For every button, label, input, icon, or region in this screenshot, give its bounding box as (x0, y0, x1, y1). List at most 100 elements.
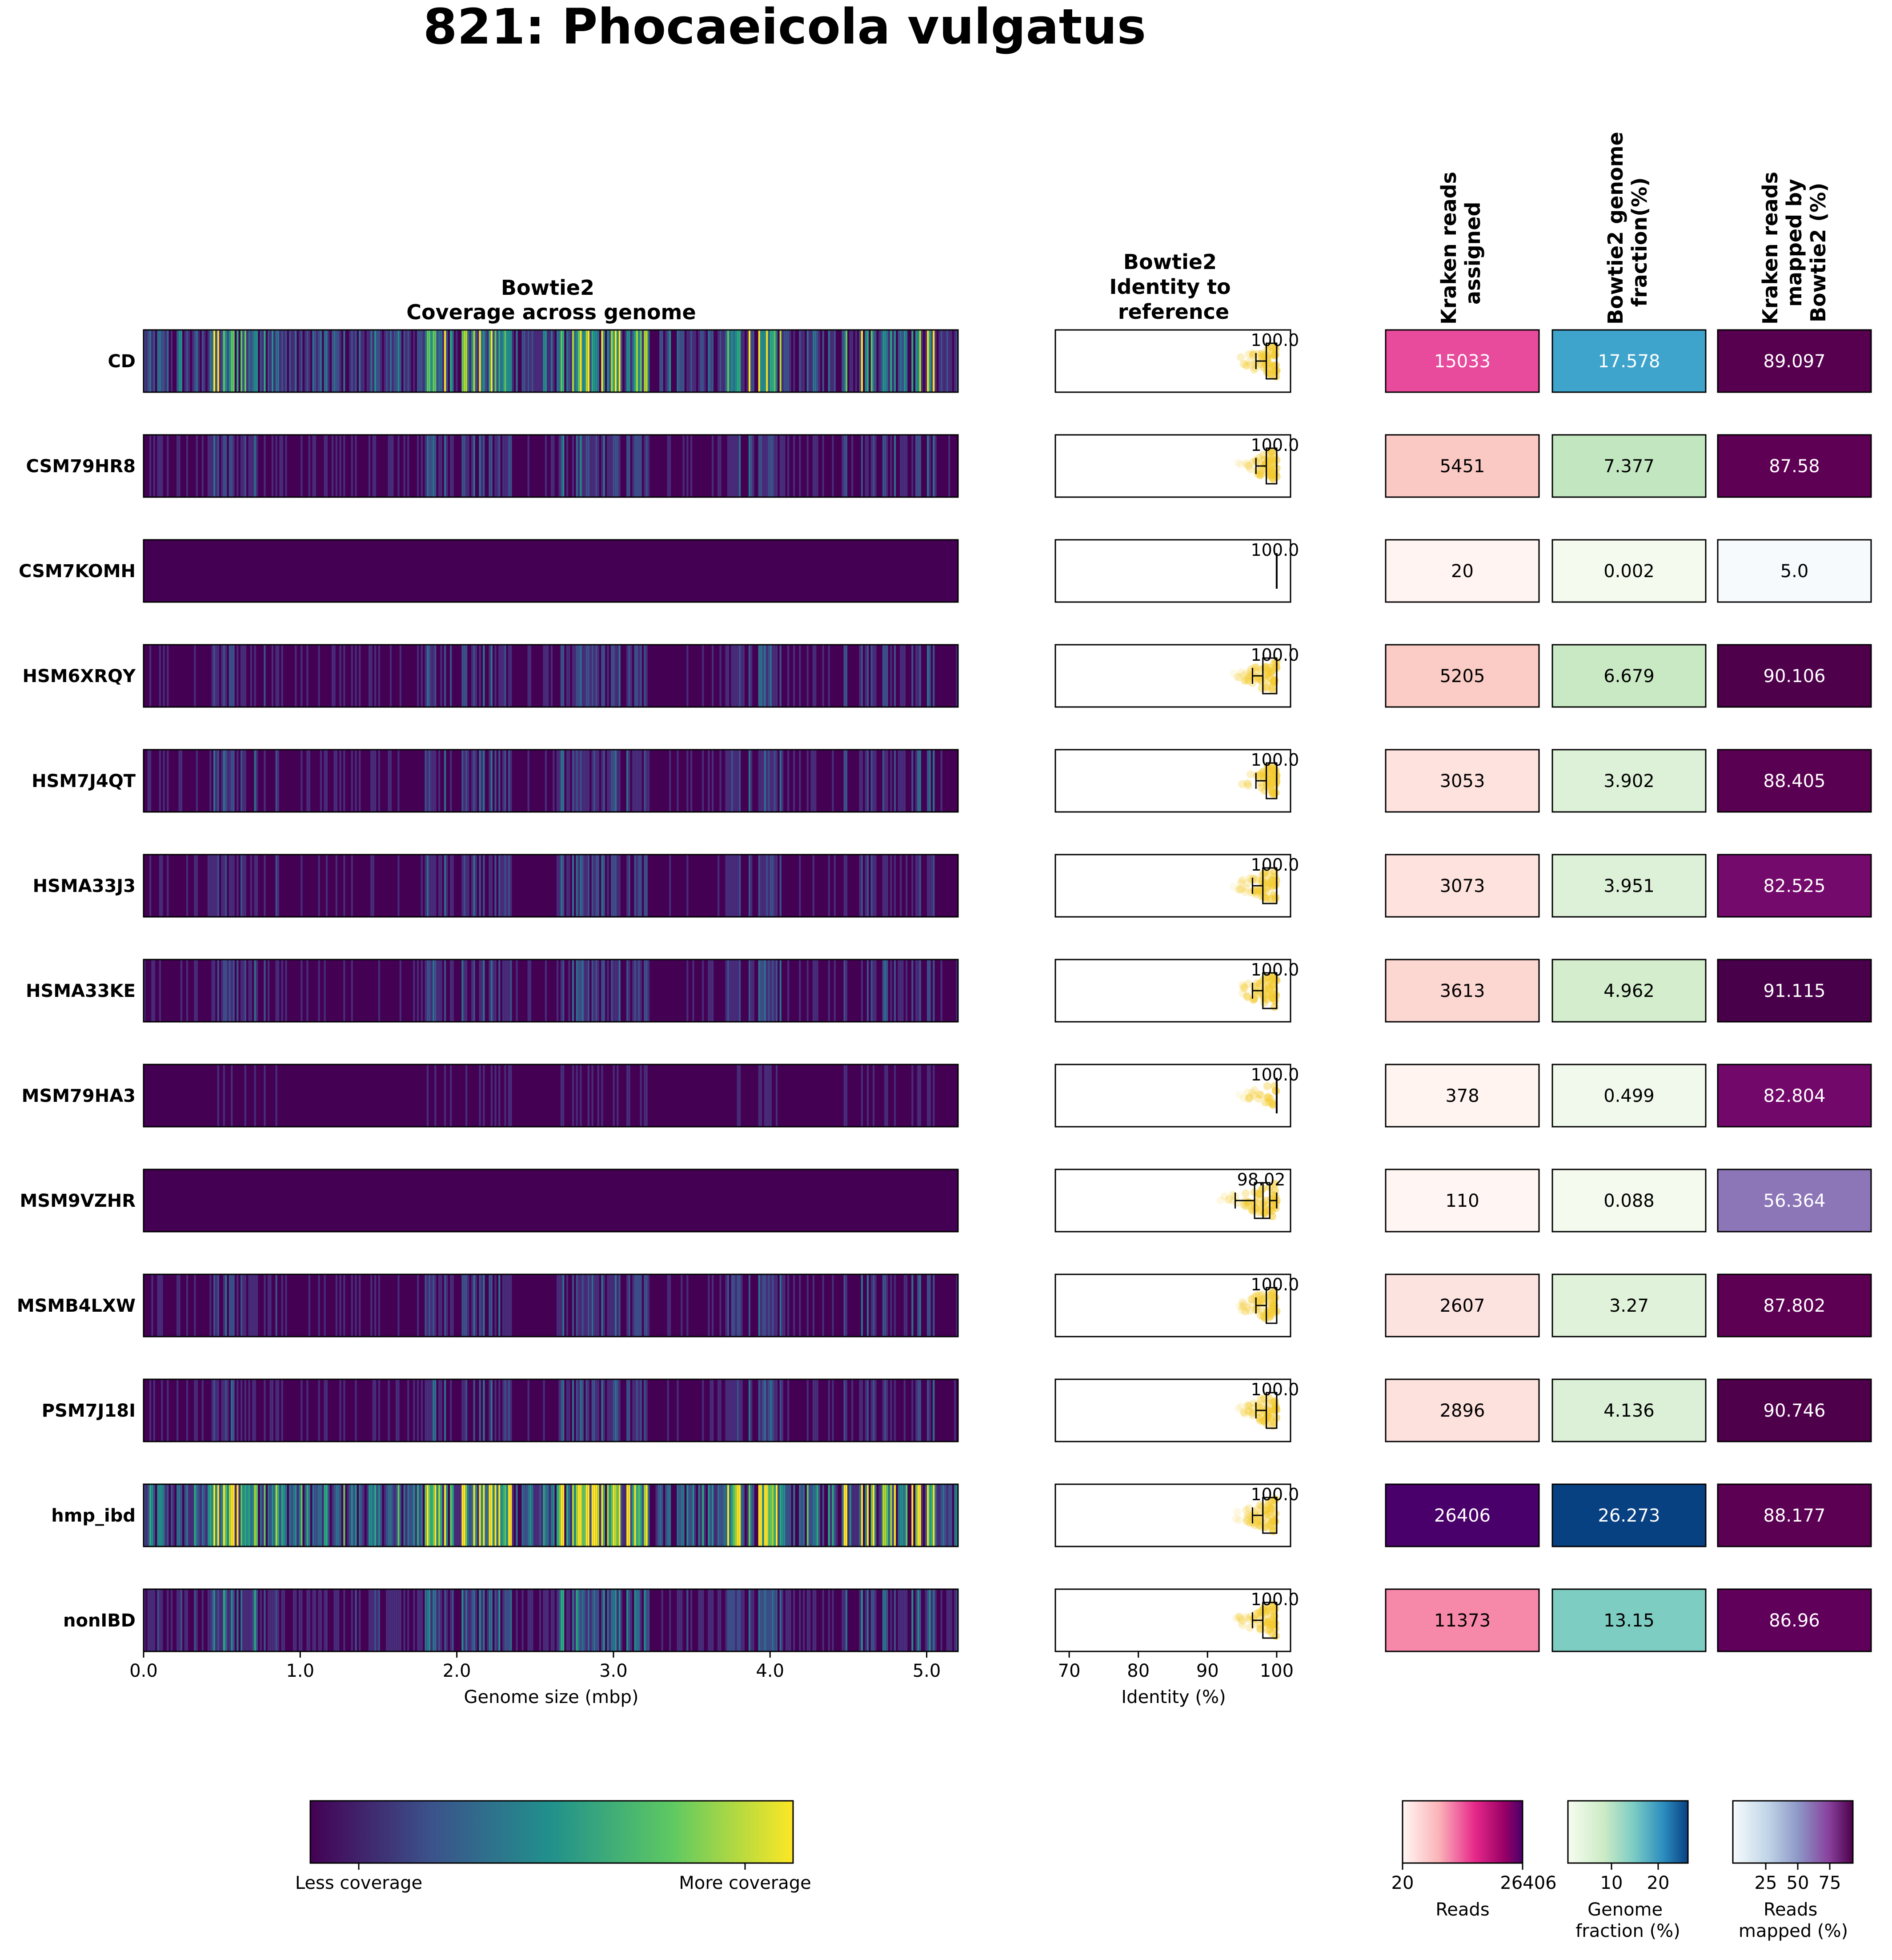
coverage-stripe (614, 1589, 617, 1651)
coverage-stripe (890, 855, 892, 917)
coverage-stripe (642, 330, 644, 392)
coverage-stripe (898, 435, 900, 497)
coverage-stripe (324, 1274, 326, 1337)
coverage-stripe (527, 1484, 529, 1546)
coverage-stripe (409, 1589, 411, 1651)
coverage-stripe (161, 855, 163, 917)
coverage-stripe (159, 330, 161, 392)
identity-point (1221, 1192, 1229, 1201)
coverage-stripe (719, 645, 722, 707)
coverage-stripe (584, 1484, 586, 1546)
coverage-stripe (279, 750, 281, 812)
coverage-stripe (774, 750, 776, 812)
identity-point (1246, 770, 1255, 779)
coverage-stripe (374, 1484, 377, 1546)
identity-point (1238, 780, 1247, 788)
coverage-stripe (806, 1379, 809, 1442)
coverage-stripe (256, 330, 258, 392)
coverage-stripe (870, 1484, 873, 1546)
coverage-stripe (581, 1589, 584, 1651)
coverage-stripe (545, 1379, 547, 1442)
coverage-stripe (911, 645, 914, 707)
coverage-stripe (343, 1484, 345, 1546)
identity-point (1243, 993, 1252, 1001)
coverage-stripe (527, 645, 529, 707)
coverage-stripe (742, 645, 745, 707)
coverage-stripe (221, 960, 223, 1022)
coverage-stripe (806, 1064, 809, 1127)
coverage-stripe (888, 1274, 890, 1337)
coverage-stripe (264, 750, 266, 812)
coverage-stripe (649, 330, 652, 392)
coverage-stripe (194, 750, 196, 812)
identity-point (1261, 1293, 1269, 1302)
coverage-stripe (339, 435, 341, 497)
coverage-stripe (516, 855, 518, 917)
coverage-stripe (570, 330, 572, 392)
coverage-stripe (399, 1484, 401, 1546)
identity-xtick-label: 90 (1196, 1661, 1219, 1681)
coverage-stripe (262, 330, 264, 392)
coverage-stripe (393, 1484, 396, 1546)
coverage-stripe (521, 1379, 524, 1442)
coverage-stripe (318, 750, 320, 812)
coverage-stripe (870, 435, 873, 497)
coverage-stripe (504, 435, 506, 497)
coverage-stripe (553, 960, 555, 1022)
coverage-stripe (686, 1274, 689, 1337)
coverage-stripe (264, 855, 266, 917)
coverage-stripe (293, 330, 295, 392)
coverage-stripe (541, 330, 543, 392)
coverage-stripe (452, 1064, 454, 1127)
coverage-stripe (611, 645, 613, 707)
coverage-stripe (768, 855, 770, 917)
coverage-stripe (487, 1484, 489, 1546)
coverage-stripe (782, 855, 784, 917)
coverage-stripe (510, 855, 512, 917)
coverage-stripe (911, 855, 914, 917)
coverage-stripe (180, 1379, 182, 1442)
coverage-stripe (882, 750, 884, 812)
coverage-stripe (752, 645, 754, 707)
coverage-stripe (403, 330, 405, 392)
coverage-stripe (799, 1274, 801, 1337)
coverage-stripe (157, 1274, 159, 1337)
coverage-stripe (648, 435, 650, 497)
coverage-stripe (917, 1484, 919, 1546)
coverage-stripe (870, 1379, 873, 1442)
coverage-stripe (159, 1379, 161, 1442)
coverage-stripe (260, 1589, 262, 1651)
coverage-stripe (557, 645, 559, 707)
coverage-stripe (737, 1274, 739, 1337)
coverage-stripe (359, 1274, 361, 1337)
coverage-stripe (368, 855, 371, 917)
coverage-stripe (934, 330, 937, 392)
mapped-cell-value: 88.177 (1764, 1506, 1826, 1526)
coverage-stripe (223, 330, 225, 392)
coverage-stripe (723, 645, 726, 707)
coverage-stripe (597, 1379, 599, 1442)
coverage-stripe (489, 1169, 491, 1232)
identity-point (1271, 343, 1279, 352)
coverage-stripe (312, 435, 314, 497)
identity-point (1254, 990, 1262, 999)
coverage-stripe (562, 1589, 565, 1651)
coverage-stripe (731, 435, 733, 497)
coverage-stripe (359, 330, 361, 392)
coverage-stripe (417, 1064, 419, 1127)
coverage-stripe (324, 1484, 326, 1546)
coverage-stripe (510, 1379, 512, 1442)
coverage-stripe (659, 1274, 661, 1337)
coverage-stripe (498, 435, 501, 497)
coverage-stripe (413, 1589, 415, 1651)
coverage-stripe (880, 330, 882, 392)
coverage-stripe (430, 330, 433, 392)
coverage-stripe (355, 330, 357, 392)
coverage-stripe (537, 960, 539, 1022)
coverage-stripe (719, 1379, 722, 1442)
coverage-stripe (293, 1589, 295, 1651)
coverage-stripe (302, 330, 305, 392)
coverage-stripe (764, 855, 766, 917)
coverage-stripe (882, 435, 884, 497)
